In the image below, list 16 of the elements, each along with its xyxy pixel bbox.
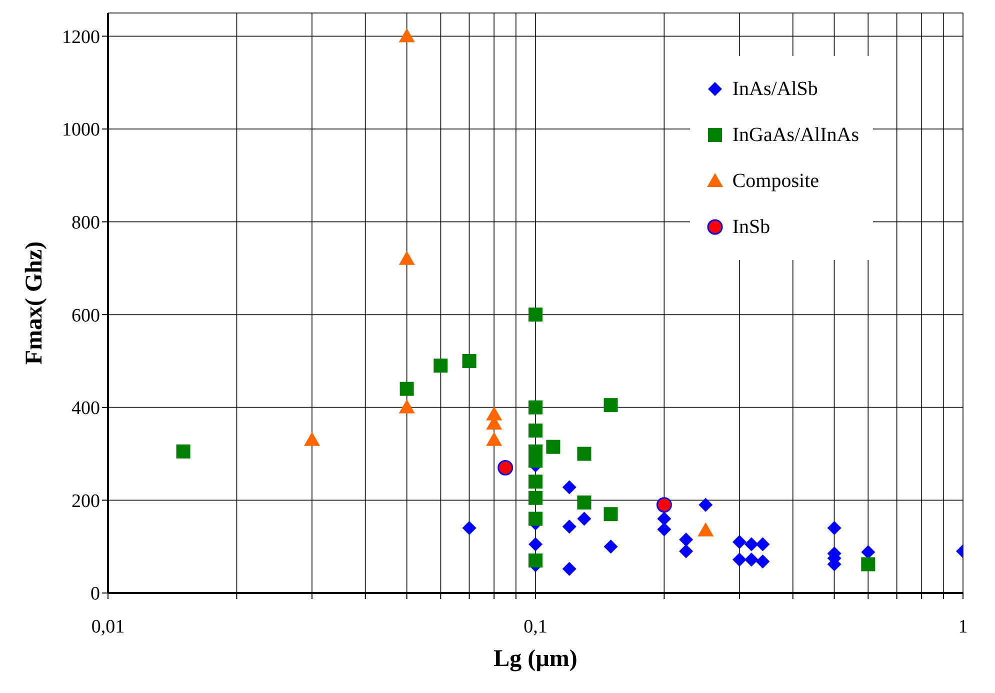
y-tick-label: 200 xyxy=(72,490,100,512)
legend-label: InAs/AlSb xyxy=(732,78,818,100)
y-tick-label: 1000 xyxy=(62,120,100,141)
y-tick-label: 400 xyxy=(72,398,100,420)
y-tick-label: 800 xyxy=(72,212,100,234)
legend-label: InSb xyxy=(732,216,770,238)
legend-label: Composite xyxy=(732,170,820,192)
x-tick-label: 1 xyxy=(958,616,968,638)
legend-label: InGaAs/AlInAs xyxy=(732,124,859,146)
y-tick-label: 1200 xyxy=(62,26,100,48)
x-tick-label: 0,01 xyxy=(91,616,125,638)
x-tick-label: 0,1 xyxy=(524,616,548,638)
y-axis-title: Fmax( Ghz) xyxy=(22,241,48,365)
x-axis-title: Lg (µm) xyxy=(494,646,578,672)
y-tick-label: 600 xyxy=(72,305,100,326)
y-tick-label: 0 xyxy=(90,584,100,605)
